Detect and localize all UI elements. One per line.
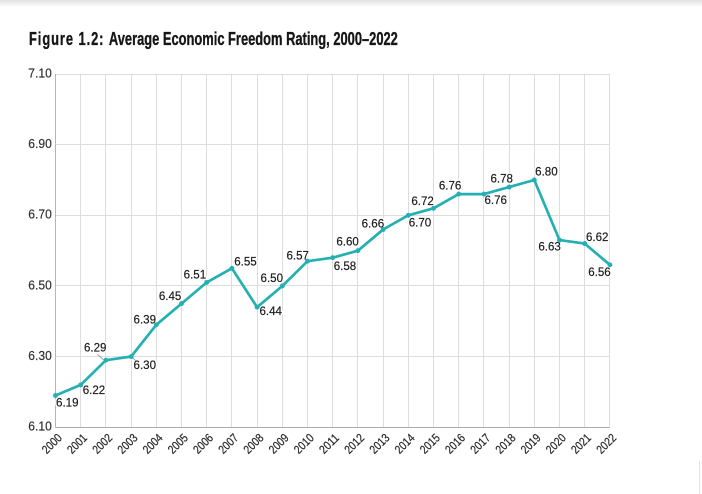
svg-text:6.45: 6.45 — [159, 289, 182, 303]
svg-text:6.72: 6.72 — [411, 194, 434, 208]
svg-text:6.62: 6.62 — [586, 230, 609, 244]
svg-text:6.50: 6.50 — [28, 277, 52, 292]
svg-text:2009: 2009 — [266, 431, 292, 457]
svg-text:6.60: 6.60 — [336, 235, 359, 249]
svg-text:2004: 2004 — [140, 431, 166, 457]
svg-text:6.19: 6.19 — [56, 395, 79, 409]
svg-text:6.90: 6.90 — [28, 136, 52, 151]
svg-text:6.57: 6.57 — [286, 248, 309, 262]
svg-text:2022: 2022 — [593, 431, 619, 457]
svg-text:2014: 2014 — [392, 431, 418, 457]
svg-text:2011: 2011 — [316, 431, 342, 457]
svg-text:2021: 2021 — [568, 431, 594, 457]
svg-text:6.66: 6.66 — [362, 217, 385, 231]
svg-text:6.39: 6.39 — [134, 312, 157, 326]
svg-text:2017: 2017 — [467, 431, 493, 457]
svg-text:6.76: 6.76 — [439, 178, 462, 192]
svg-text:2016: 2016 — [442, 431, 468, 457]
svg-text:2008: 2008 — [241, 431, 267, 457]
svg-text:2001: 2001 — [64, 431, 90, 457]
svg-text:6.76: 6.76 — [484, 193, 507, 207]
svg-text:6.29: 6.29 — [84, 341, 107, 355]
svg-text:6.44: 6.44 — [259, 304, 282, 318]
svg-text:6.29: 6.29 — [84, 341, 107, 355]
svg-text:6.66: 6.66 — [362, 217, 385, 231]
svg-text:2005: 2005 — [165, 431, 191, 457]
svg-text:2015: 2015 — [417, 431, 443, 457]
svg-text:6.55: 6.55 — [234, 254, 257, 268]
svg-text:6.80: 6.80 — [535, 165, 558, 179]
svg-text:2002: 2002 — [89, 431, 115, 457]
svg-text:6.30: 6.30 — [134, 358, 157, 372]
svg-text:6.72: 6.72 — [411, 194, 434, 208]
svg-text:6.62: 6.62 — [586, 230, 609, 244]
svg-text:2010: 2010 — [291, 431, 317, 457]
svg-text:6.30: 6.30 — [134, 358, 157, 372]
svg-text:2013: 2013 — [367, 431, 393, 457]
svg-text:2003: 2003 — [115, 431, 141, 457]
svg-text:7.10: 7.10 — [28, 65, 52, 80]
svg-text:6.76: 6.76 — [484, 193, 507, 207]
svg-text:2000: 2000 — [39, 431, 65, 457]
svg-text:6.60: 6.60 — [336, 235, 359, 249]
svg-text:6.30: 6.30 — [28, 348, 52, 363]
svg-text:2007: 2007 — [215, 431, 241, 457]
svg-text:6.78: 6.78 — [490, 171, 513, 185]
svg-text:6.50: 6.50 — [261, 271, 284, 285]
svg-text:6.63: 6.63 — [538, 240, 561, 254]
svg-text:6.57: 6.57 — [286, 248, 309, 262]
svg-text:6.10: 6.10 — [28, 419, 52, 434]
svg-text:6.19: 6.19 — [56, 395, 79, 409]
svg-text:6.56: 6.56 — [588, 265, 611, 279]
svg-text:2020: 2020 — [543, 431, 569, 457]
svg-text:6.80: 6.80 — [535, 165, 558, 179]
svg-text:6.51: 6.51 — [184, 268, 207, 282]
svg-text:6.56: 6.56 — [588, 265, 611, 279]
svg-text:6.22: 6.22 — [83, 383, 106, 397]
svg-text:6.70: 6.70 — [409, 215, 432, 229]
svg-text:6.78: 6.78 — [490, 171, 513, 185]
svg-text:2012: 2012 — [341, 431, 367, 457]
svg-text:6.58: 6.58 — [334, 259, 357, 273]
svg-text:6.22: 6.22 — [83, 383, 106, 397]
svg-text:2019: 2019 — [518, 431, 544, 457]
svg-text:6.45: 6.45 — [159, 289, 182, 303]
svg-text:6.63: 6.63 — [538, 240, 561, 254]
svg-text:6.55: 6.55 — [234, 254, 257, 268]
svg-text:6.76: 6.76 — [439, 178, 462, 192]
svg-text:6.39: 6.39 — [134, 312, 157, 326]
svg-text:6.70: 6.70 — [28, 207, 52, 222]
svg-text:6.44: 6.44 — [259, 304, 282, 318]
svg-text:2006: 2006 — [190, 431, 216, 457]
svg-text:6.58: 6.58 — [334, 259, 357, 273]
svg-text:6.50: 6.50 — [261, 271, 284, 285]
svg-text:6.70: 6.70 — [409, 215, 432, 229]
svg-text:6.51: 6.51 — [184, 268, 207, 282]
svg-text:2018: 2018 — [493, 431, 519, 457]
